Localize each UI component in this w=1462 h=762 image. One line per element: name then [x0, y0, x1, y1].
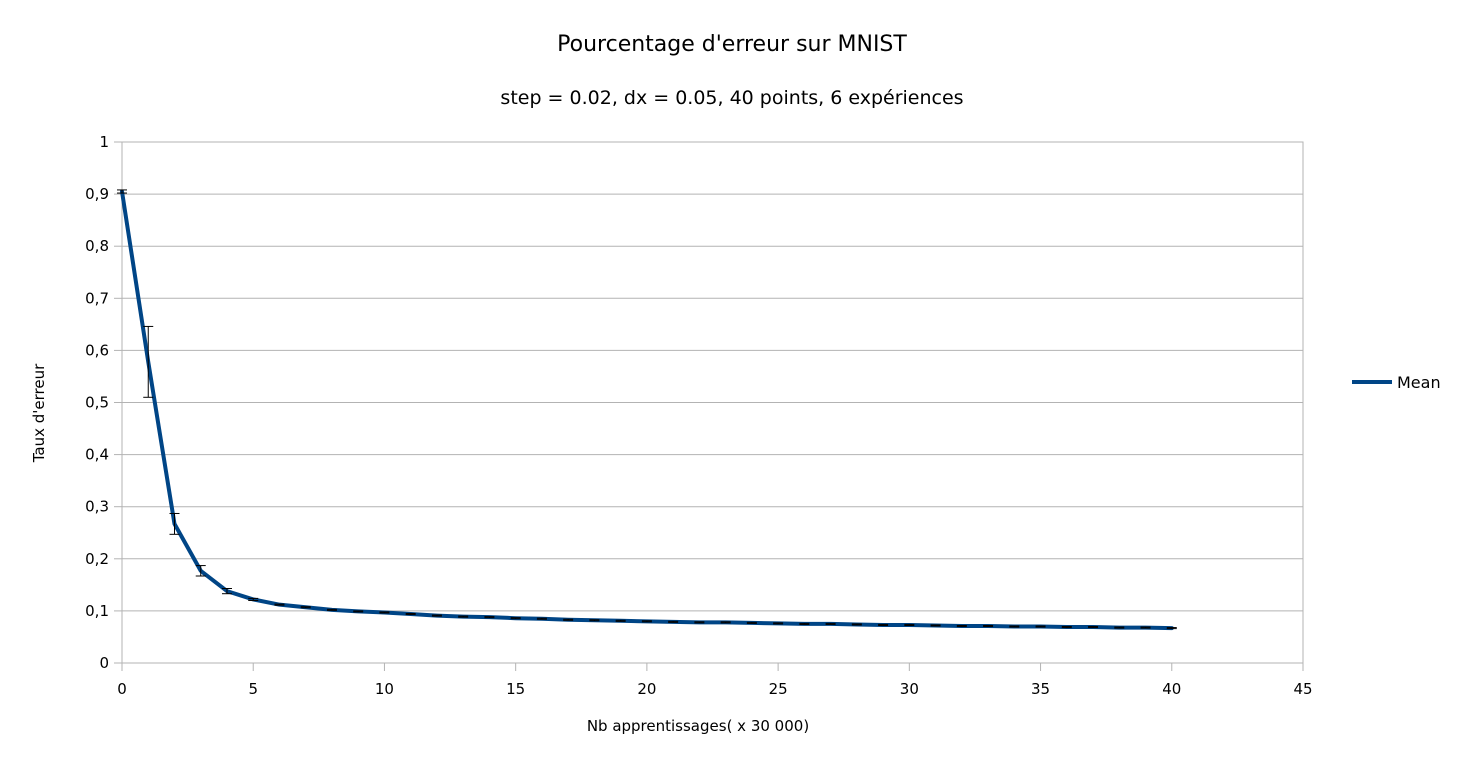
series-line-mean [120, 189, 1174, 631]
error-bar [117, 189, 127, 194]
y-tick-label: 0,8 [85, 237, 109, 255]
y-axis-ticks: 0 0,1 0,2 0,3 0,4 0,5 0,6 0,7 0,8 0,9 1 [85, 133, 122, 672]
x-tick-label: 35 [1031, 680, 1050, 698]
error-bar [746, 621, 757, 624]
error-bar [484, 616, 495, 619]
error-bar [1114, 626, 1125, 629]
error-bar [799, 622, 810, 625]
x-tick-label: 15 [506, 680, 525, 698]
chart-title: Pourcentage d'erreur sur MNIST [557, 32, 907, 57]
legend: Mean [1352, 373, 1441, 392]
error-bar [720, 621, 731, 624]
y-tick-label: 0,2 [85, 550, 109, 568]
error-bar [326, 608, 337, 611]
error-bar [983, 624, 994, 628]
error-bar [878, 623, 889, 626]
error-bar [353, 610, 364, 613]
y-tick-label: 0,9 [85, 185, 109, 203]
error-bar [536, 617, 547, 620]
x-tick-label: 30 [900, 680, 919, 698]
y-tick-label: 0,3 [85, 498, 109, 516]
error-bar [431, 614, 442, 617]
error-bar [694, 621, 705, 624]
y-axis-label: Taux d'erreur [30, 363, 48, 463]
error-bar [641, 620, 652, 623]
error-bar [904, 623, 915, 626]
y-tick-label: 0,7 [85, 289, 109, 307]
error-bar [1009, 625, 1020, 628]
x-tick-label: 40 [1162, 680, 1181, 698]
error-bar [851, 623, 862, 626]
x-tick-label: 20 [637, 680, 656, 698]
x-tick-label: 45 [1293, 680, 1312, 698]
error-bars [117, 189, 1177, 630]
error-bar [1166, 627, 1177, 630]
x-tick-label: 5 [248, 680, 258, 698]
x-tick-label: 25 [769, 680, 788, 698]
y-tick-label: 0,1 [85, 602, 109, 620]
error-bar [458, 615, 469, 618]
y-tick-label: 0,4 [85, 446, 109, 464]
error-bar [930, 624, 941, 627]
x-tick-label: 0 [117, 680, 127, 698]
error-bar [248, 597, 259, 601]
y-tick-label: 0,5 [85, 394, 109, 412]
chart-subtitle: step = 0.02, dx = 0.05, 40 points, 6 exp… [500, 87, 963, 109]
error-bar [405, 613, 416, 616]
x-tick-label: 10 [375, 680, 394, 698]
error-bar [274, 603, 285, 606]
error-bar [169, 512, 180, 535]
error-bar [668, 620, 679, 623]
error-bar [510, 617, 521, 620]
error-bar [1088, 626, 1099, 629]
error-bar [143, 325, 154, 398]
error-bar [221, 587, 232, 595]
error-bar [589, 619, 600, 622]
y-tick-label: 0 [99, 654, 109, 672]
error-bar [300, 606, 311, 609]
error-bar [563, 618, 574, 621]
error-bar [1061, 626, 1072, 629]
error-bar [379, 611, 390, 614]
y-tick-label: 0,6 [85, 341, 109, 359]
series-lines [120, 189, 1174, 631]
x-axis-ticks: 0 5 10 15 20 25 30 35 40 45 [117, 663, 1313, 698]
x-axis-label: Nb apprentissages( x 30 000) [587, 717, 809, 735]
error-bar [195, 565, 206, 577]
error-bar [956, 624, 967, 628]
error-bar [1035, 625, 1046, 628]
error-bar [1140, 626, 1151, 629]
legend-label-mean: Mean [1397, 373, 1441, 392]
grid-lines [122, 141, 1303, 664]
error-bar [825, 622, 836, 625]
error-bar [773, 622, 784, 625]
y-tick-label: 1 [99, 133, 109, 151]
error-bar [615, 619, 626, 622]
